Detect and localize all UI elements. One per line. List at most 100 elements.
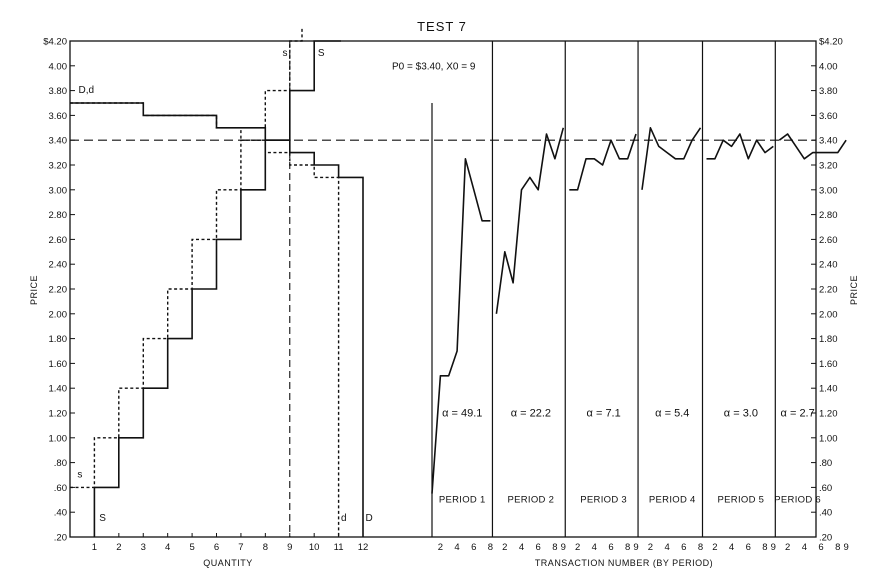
y-tick-label: 2.40 [49, 260, 68, 271]
y-tick-label-right: 1.60 [819, 359, 838, 370]
alpha-label: α = 2.7 [781, 408, 815, 420]
y-tick-label: .60 [54, 483, 67, 494]
curve-lower-d [70, 102, 340, 537]
quantity-tick-label: 7 [238, 542, 243, 553]
transaction-tick-label: 8 [835, 542, 840, 553]
price-path-period-5 [706, 133, 774, 160]
y-tick-label-right: 3.20 [819, 161, 838, 172]
transaction-tick-label: 9 [561, 542, 566, 553]
y-tick-label: .20 [54, 533, 67, 544]
period-label: PERIOD 4 [649, 494, 696, 505]
label-supply-S-low: S [99, 513, 106, 524]
alpha-label: α = 3.0 [724, 408, 758, 420]
y-tick-label: 3.00 [49, 185, 68, 196]
transaction-tick-label: 9 [633, 542, 638, 553]
transaction-tick-label: 6 [681, 542, 686, 553]
label-demand-d-bottom: d [341, 513, 347, 524]
y-tick-label-right: 2.20 [819, 285, 838, 296]
transaction-tick-label: 8 [762, 542, 767, 553]
y-tick-label-right: 2.40 [819, 260, 838, 271]
period-label: PERIOD 6 [774, 494, 821, 505]
transaction-tick-label: 6 [818, 542, 823, 553]
transaction-tick-label: 4 [454, 542, 459, 553]
y-tick-label: 1.40 [49, 384, 68, 395]
y-tick-label-right: 3.60 [819, 111, 838, 122]
y-tick-label: 3.60 [49, 111, 68, 122]
transaction-tick-label: 8 [698, 542, 703, 553]
plot-frame [69, 40, 817, 538]
transaction-tick-label: 6 [471, 542, 476, 553]
y-tick-label-right: .80 [819, 458, 832, 469]
y-tick-label-right: 3.00 [819, 185, 838, 196]
y-tick-label-right: 1.00 [819, 433, 838, 444]
curve-lower-s [70, 28, 303, 489]
y-tick-label: 1.80 [49, 334, 68, 345]
transaction-tick-label: 9 [843, 542, 848, 553]
y-tick-label-right: 2.80 [819, 210, 838, 221]
y-tick-label: $4.20 [43, 37, 67, 48]
y-tick-label-right: 2.60 [819, 235, 838, 246]
quantity-tick-label: 5 [189, 542, 194, 553]
y-tick-label-right: $4.20 [819, 37, 843, 48]
y-tick-label: 1.60 [49, 359, 68, 370]
y-tick-label: 3.80 [49, 86, 68, 97]
y-tick-label-right: .40 [819, 508, 832, 519]
alpha-label: α = 22.2 [511, 408, 551, 420]
left-y-axis: $4.20 4.00 3.80 3.60 3.40 3.20 3.00 2.80 2.60 2.4… [43, 37, 75, 544]
transaction-tick-label: 4 [802, 542, 807, 553]
transaction-tick-label: 6 [608, 542, 613, 553]
y-tick-label: 3.40 [49, 136, 68, 147]
quantity-tick-label: 1 [92, 542, 97, 553]
period-label: PERIOD 1 [439, 494, 486, 505]
y-tick-label-right: .20 [819, 533, 832, 544]
quantity-tick-label: 4 [165, 542, 170, 553]
label-demand-Dd: D,d [79, 85, 95, 96]
transaction-tick-label: 4 [664, 542, 669, 553]
y-tick-label: 2.00 [49, 309, 68, 320]
right-y-axis: $4.20 4.00 3.80 3.60 3.40 3.20 3.00 2.80 2.60 2.4… [811, 37, 843, 544]
period-label: PERIOD 3 [580, 494, 627, 505]
quantity-axis-title: QUANTITY [203, 558, 253, 568]
transaction-tick-label: 8 [625, 542, 630, 553]
quantity-tick-label: 3 [141, 542, 146, 553]
y-tick-label-right: 1.40 [819, 384, 838, 395]
quantity-tick-label: 11 [334, 542, 344, 553]
quantity-tick-label: 12 [358, 542, 369, 553]
transaction-tick-label: 2 [438, 542, 443, 553]
y-tick-label: .80 [54, 458, 67, 469]
y-tick-label: .40 [54, 508, 67, 519]
price-path-period-6 [778, 133, 847, 160]
y-tick-label: 1.00 [49, 433, 68, 444]
y-tick-label-right: 1.20 [819, 409, 838, 420]
y-tick-label-right: 1.80 [819, 334, 838, 345]
transaction-axis-title: TRANSACTION NUMBER (BY PERIOD) [535, 558, 713, 568]
price-path-period-1 [431, 158, 491, 494]
transaction-tick-label: 4 [592, 542, 597, 553]
transaction-tick-label: 8 [552, 542, 557, 553]
label-supply-s-top: s [282, 48, 287, 59]
transaction-tick-label: 6 [536, 542, 541, 553]
alpha-label: α = 7.1 [587, 408, 621, 420]
quantity-tick-label: 8 [263, 542, 268, 553]
transaction-tick-label: 6 [746, 542, 751, 553]
quantity-tick-label: 9 [287, 542, 292, 553]
y-tick-label-right: 3.80 [819, 86, 838, 97]
alpha-label: α = 49.1 [442, 408, 482, 420]
label-supply-s-low: s [77, 469, 82, 480]
y-tick-label-right: .60 [819, 483, 832, 494]
transaction-tick-label: 4 [519, 542, 524, 553]
curve-upper-d [70, 102, 364, 537]
quantity-tick-label: 2 [116, 542, 121, 553]
label-demand-D-bottom: D [365, 513, 372, 524]
transaction-tick-label: 9 [771, 542, 776, 553]
transaction-tick-label: 2 [648, 542, 653, 553]
period-label: PERIOD 5 [718, 494, 765, 505]
y-tick-label: 4.00 [49, 61, 68, 72]
y-tick-label-right: 2.00 [819, 309, 838, 320]
equilibrium-annotation: P0 = $3.40, X0 = 9 [392, 62, 476, 73]
y-tick-label: 2.20 [49, 285, 68, 296]
quantity-tick-label: 10 [309, 542, 320, 553]
